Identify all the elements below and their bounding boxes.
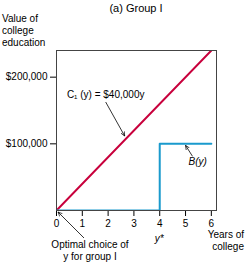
svg-text:Optimal choice ofy for group I: Optimal choice ofy for group I bbox=[51, 239, 128, 262]
svg-text:y*: y* bbox=[154, 233, 165, 244]
svg-text:$100,000: $100,000 bbox=[6, 138, 48, 149]
svg-text:1: 1 bbox=[80, 218, 86, 229]
svg-text:C₁ (y) = $40,000y: C₁ (y) = $40,000y bbox=[67, 89, 145, 100]
svg-text:0: 0 bbox=[54, 218, 60, 229]
svg-text:3: 3 bbox=[131, 218, 137, 229]
svg-text:6: 6 bbox=[209, 218, 215, 229]
svg-text:Years ofcollege: Years ofcollege bbox=[208, 229, 245, 252]
svg-text:5: 5 bbox=[183, 218, 189, 229]
svg-text:B(y): B(y) bbox=[189, 156, 207, 167]
svg-text:(a) Group I: (a) Group I bbox=[109, 2, 162, 14]
svg-text:2: 2 bbox=[105, 218, 111, 229]
svg-text:Value ofcollegeeducation: Value ofcollegeeducation bbox=[2, 13, 45, 48]
svg-text:$200,000: $200,000 bbox=[6, 71, 48, 82]
svg-text:4: 4 bbox=[157, 218, 163, 229]
